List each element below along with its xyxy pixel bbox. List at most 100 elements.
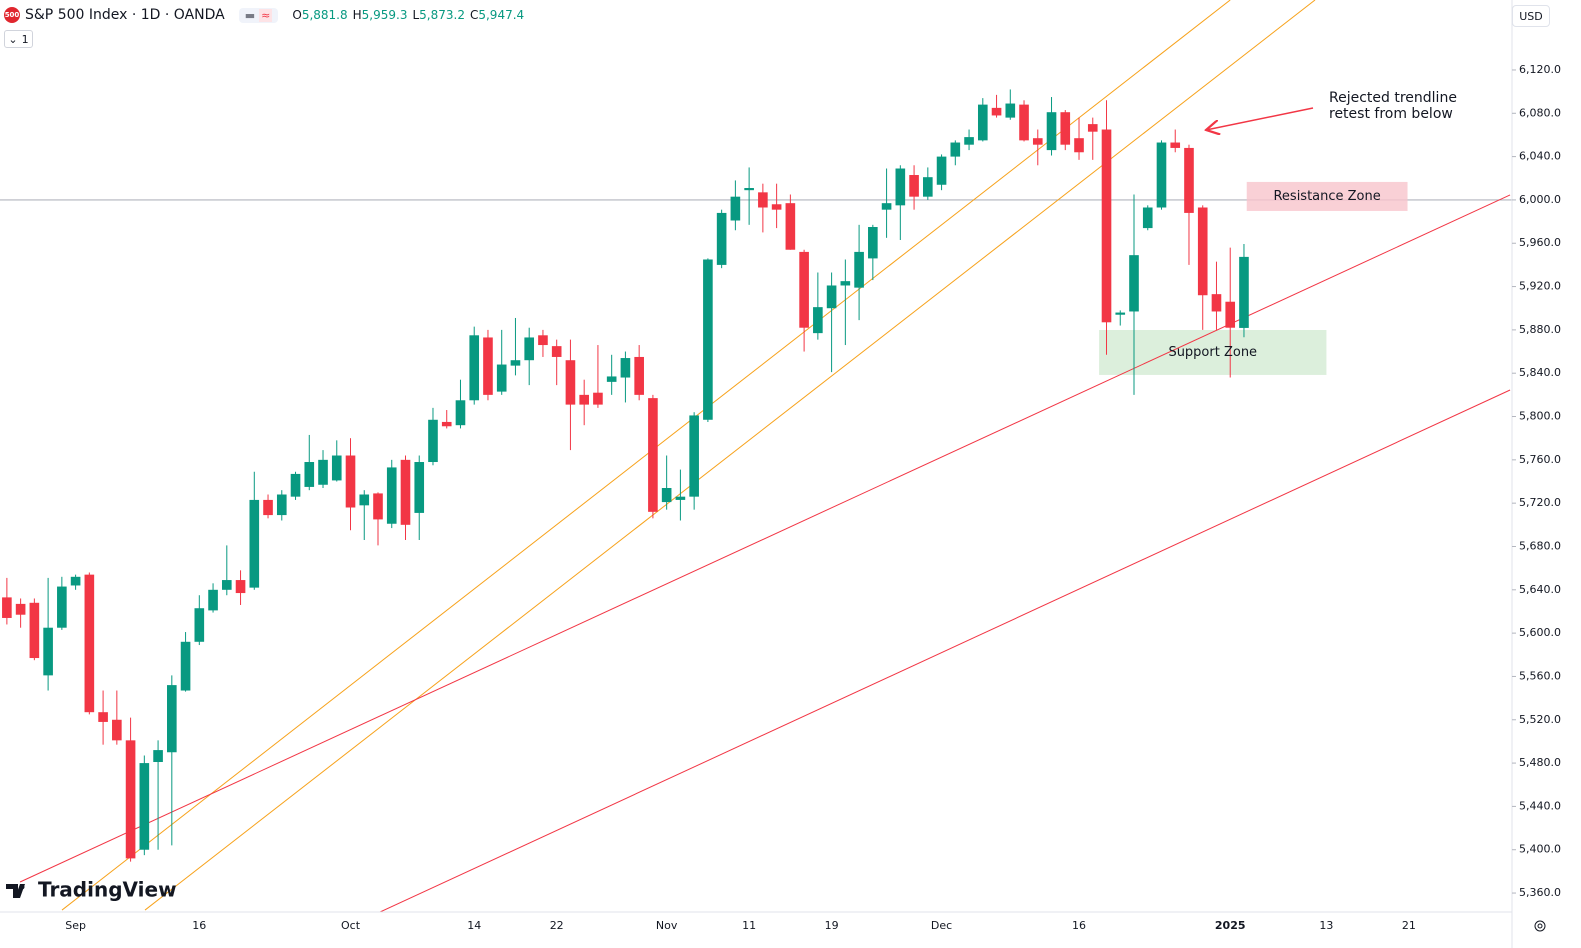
candle-body [1211, 294, 1222, 312]
candle-body [1019, 104, 1029, 141]
candle-body [70, 576, 81, 586]
candle-body [758, 192, 768, 208]
candle-body [689, 415, 699, 497]
candle-body [771, 204, 782, 210]
candle-body [1032, 138, 1043, 145]
candle-body [180, 641, 191, 691]
y-tick-label: 6,040.0 [1519, 150, 1561, 163]
collapse-button[interactable]: ⌄ 1 [4, 30, 33, 48]
brand-logo: TradingView [6, 878, 177, 902]
y-tick-label: 5,440.0 [1519, 799, 1561, 812]
candle-body [1239, 256, 1249, 328]
candle-body [167, 685, 177, 753]
plot-area [0, 0, 1512, 912]
candle-body [1197, 207, 1208, 296]
candle-body [2, 597, 12, 618]
zone [1246, 181, 1408, 211]
candle-body [1060, 112, 1071, 145]
candle-body [799, 251, 809, 328]
collapse-count: 1 [21, 32, 29, 46]
settings-icon[interactable] [1534, 920, 1546, 932]
candle-body [840, 281, 851, 286]
candle-body [1005, 103, 1016, 118]
candle-body [276, 494, 287, 516]
x-tick-label: Nov [656, 919, 678, 932]
ohlc-label: C [469, 8, 479, 22]
y-tick-label: 6,120.0 [1519, 63, 1561, 76]
candle-body [400, 459, 411, 525]
zone-label: Support Zone [1168, 345, 1257, 360]
candle-body [936, 156, 947, 185]
candle-body [1074, 138, 1084, 153]
candle-body [304, 462, 315, 487]
candle-body [524, 337, 535, 361]
candle-body [950, 142, 961, 157]
ohlc-label: H [352, 8, 362, 22]
candle-body [648, 398, 658, 512]
candle-body [496, 364, 507, 392]
candle-body [318, 459, 328, 485]
candle-body [249, 499, 260, 588]
y-tick-label: 5,480.0 [1519, 756, 1561, 769]
candle-body [98, 712, 108, 722]
y-tick-label: 5,520.0 [1519, 713, 1561, 726]
candle-body [744, 188, 754, 191]
x-tick-label: Sep [65, 919, 86, 932]
candle-body [1170, 142, 1181, 148]
candle-body [221, 580, 232, 590]
candle-body [785, 203, 796, 250]
candle-body [606, 376, 617, 382]
x-tick-label: 13 [1319, 919, 1333, 932]
y-tick-label: 5,760.0 [1519, 453, 1561, 466]
candle-body [469, 335, 480, 401]
currency-button[interactable]: USD [1512, 5, 1550, 27]
candle-body [854, 251, 864, 288]
symbol-title[interactable]: S&P 500 Index · 1D · OANDA [25, 7, 225, 23]
brand-name: TradingView [38, 878, 177, 902]
candle-body [359, 494, 370, 506]
candle-body [620, 358, 631, 378]
x-tick-label: 11 [742, 919, 756, 932]
candle-body [263, 499, 273, 516]
y-tick-label: 5,800.0 [1519, 410, 1561, 423]
candle-body [551, 346, 562, 357]
candle-body [455, 400, 466, 426]
candle-body [1184, 147, 1194, 213]
candle-body [991, 107, 1002, 116]
header: 500 S&P 500 Index · 1D · OANDA ▬ ≈ O5,881… [4, 5, 529, 25]
candle-body [235, 580, 246, 594]
candle-body [977, 104, 988, 141]
candle-body [345, 455, 356, 508]
y-tick-label: 5,880.0 [1519, 323, 1561, 336]
trendline [61, 0, 1231, 911]
x-tick-label: 22 [550, 919, 564, 932]
annotation-text: Rejected trendline [1329, 90, 1457, 106]
x-tick-label: 2025 [1215, 919, 1246, 932]
candle-body [57, 586, 67, 628]
candle-body [1115, 312, 1126, 315]
candle-body [483, 337, 493, 395]
x-tick-label: 19 [825, 919, 839, 932]
candle-body [826, 285, 837, 309]
candle-body [208, 589, 218, 611]
trendline [144, 0, 1316, 911]
ohlc-value: 5,873.2 [419, 8, 465, 22]
ohlc-value: 5,947.4 [478, 8, 525, 22]
trendline [379, 389, 1511, 912]
candle-body [153, 750, 163, 763]
ohlc-value: 5,959.3 [361, 8, 408, 22]
x-tick-label: 14 [467, 919, 481, 932]
candle-body [194, 608, 205, 642]
ohlc-item: H5,959.3 [353, 8, 408, 22]
y-tick-label: 5,640.0 [1519, 583, 1561, 596]
y-tick-label: 5,840.0 [1519, 366, 1561, 379]
candle-body [1101, 129, 1112, 323]
ohlc-value: 5,881.8 [301, 8, 348, 22]
symbol-badge: 500 [4, 7, 20, 23]
candle-body [1087, 124, 1098, 132]
header-icons[interactable]: ▬ ≈ [238, 7, 279, 23]
candle-body [675, 496, 686, 500]
candle-body [331, 455, 342, 481]
